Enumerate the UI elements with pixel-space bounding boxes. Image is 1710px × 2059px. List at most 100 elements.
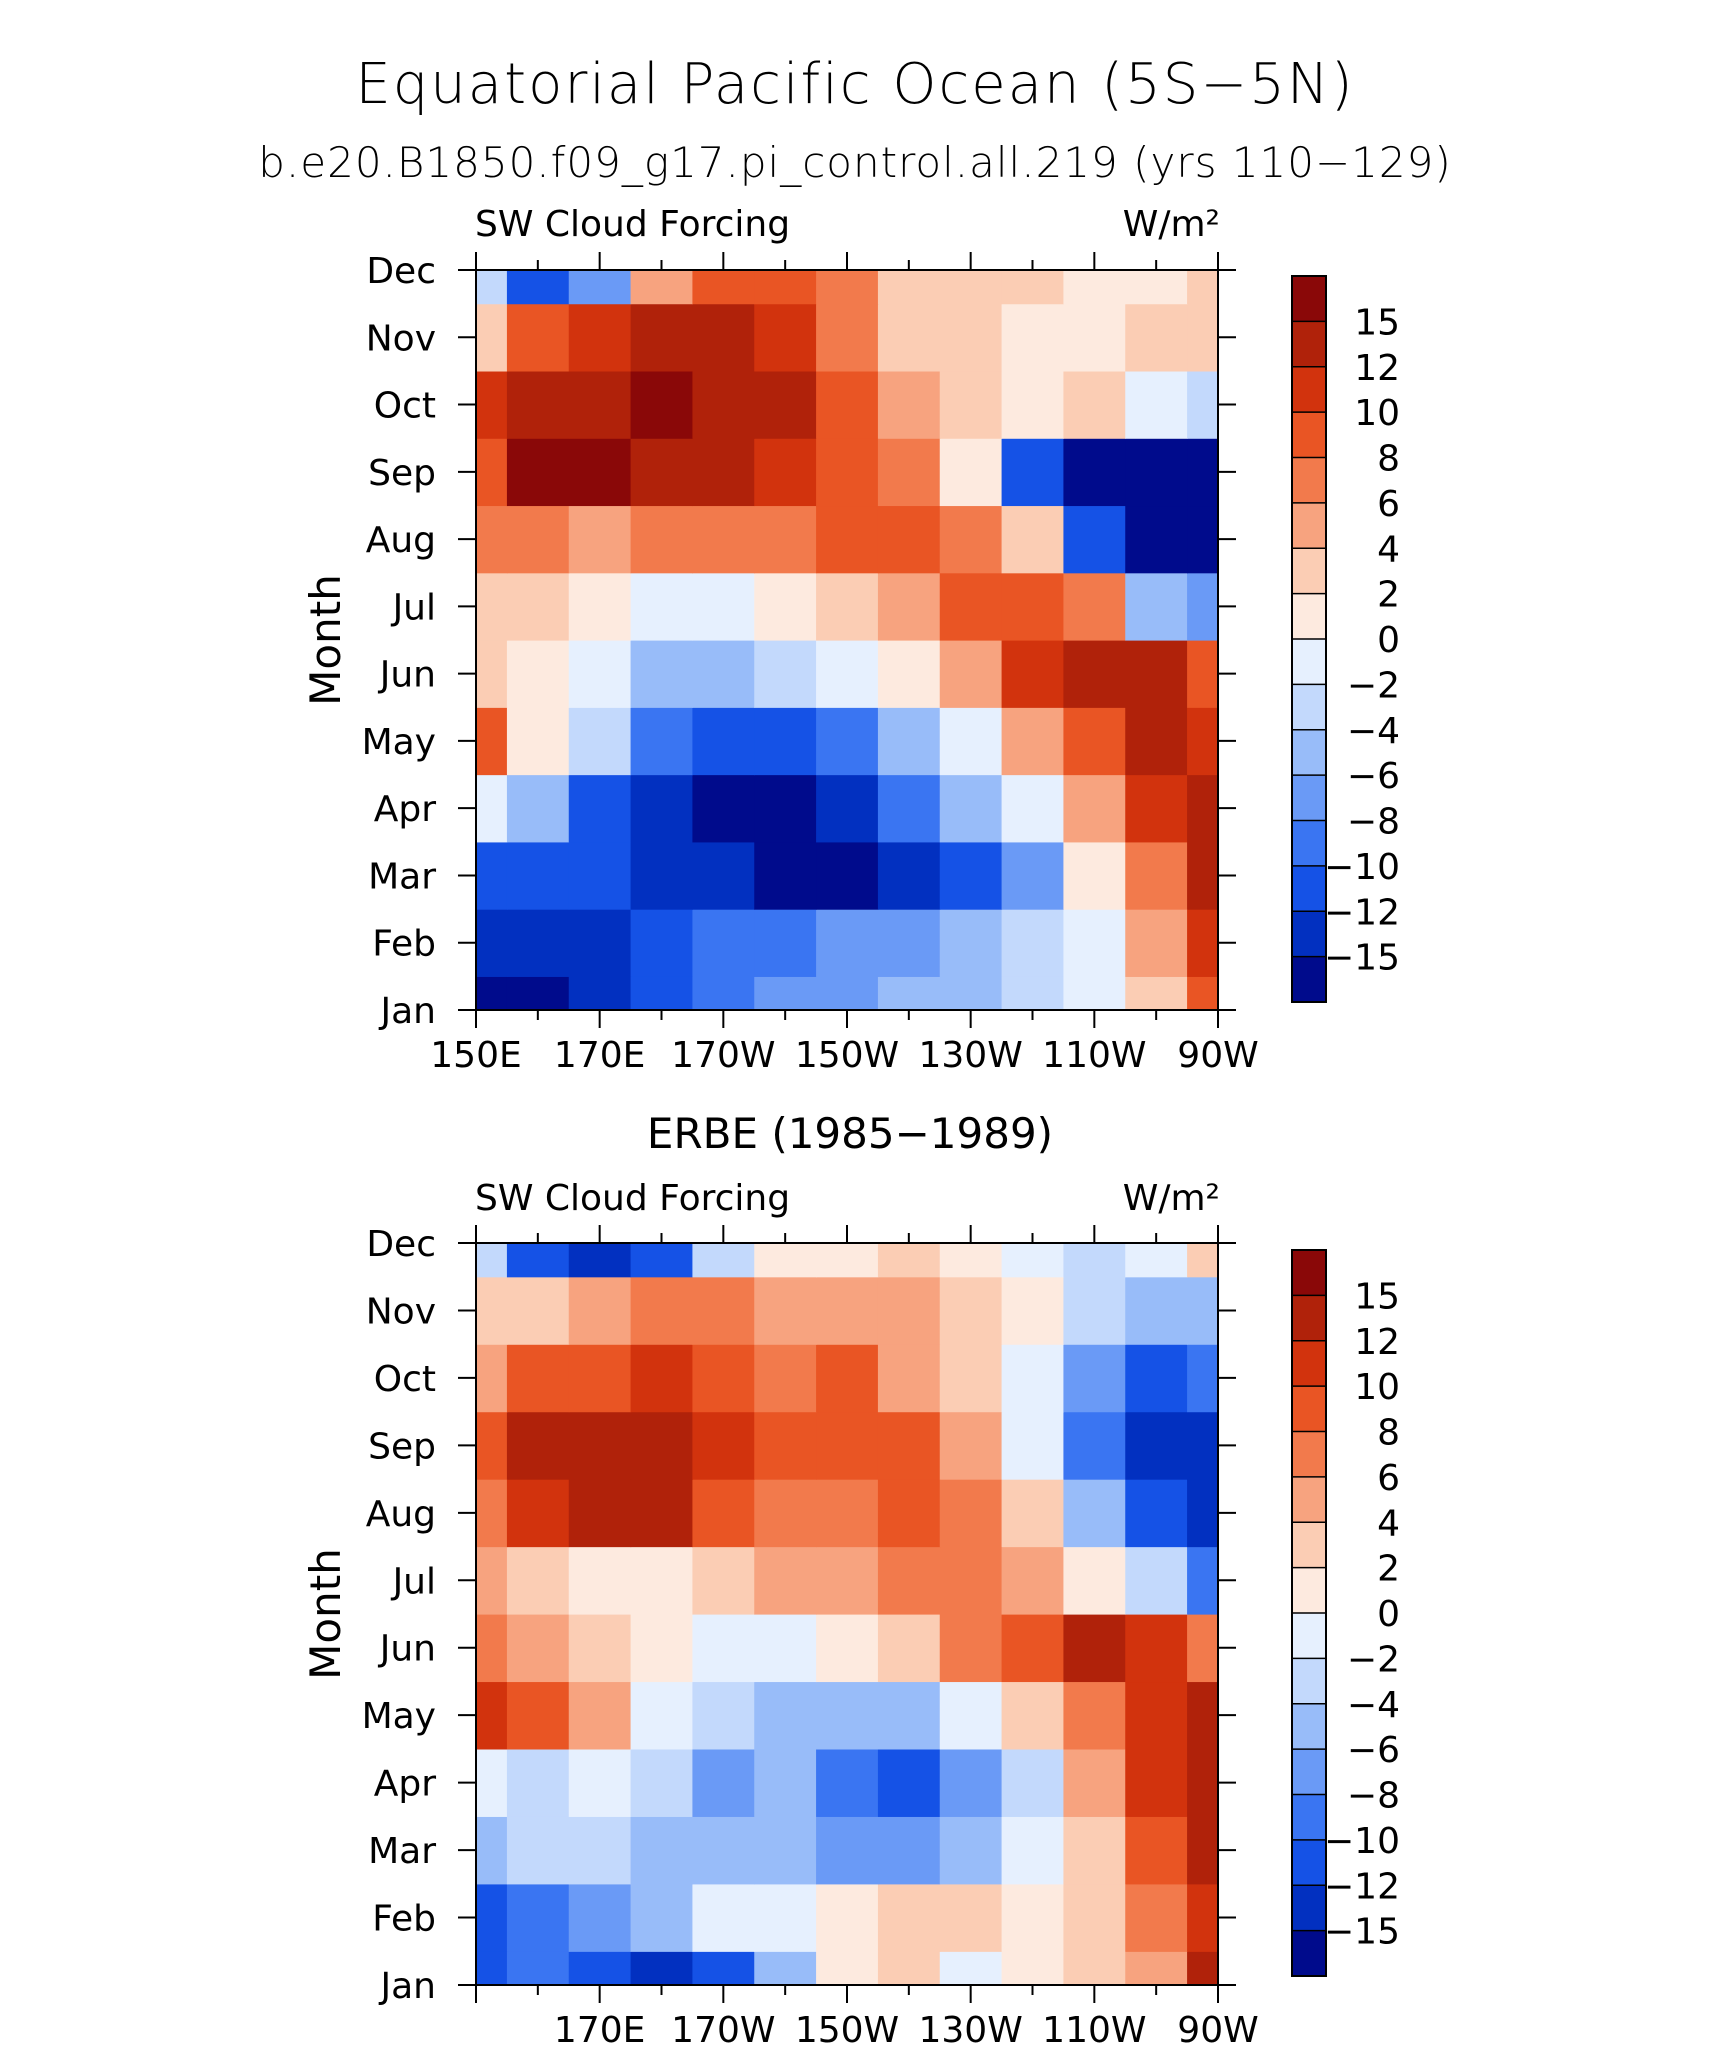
cell-Jul-150W: [816, 572, 879, 641]
y-tick-label: Dec: [366, 1224, 436, 1265]
cell-Aug-150E: [476, 1479, 508, 1548]
colorbar-swatch: [1292, 1658, 1326, 1705]
cell-Sep-100W: [1125, 438, 1188, 507]
cell-Jun-130W: [939, 640, 1003, 708]
cell-Mar-170E: [568, 1816, 632, 1885]
cell-Apr-90W: [1187, 1748, 1218, 1817]
cell-Feb-150E: [476, 1883, 508, 1952]
cell-Jul-140W: [877, 572, 941, 641]
cell-Dec-90W: [1187, 1243, 1218, 1278]
cell-Apr-180: [630, 1748, 694, 1817]
cell-Jul-180: [630, 572, 694, 641]
x-tick-label: 170W: [671, 2010, 775, 2051]
cell-Jul-160W: [754, 572, 817, 641]
cell-Oct-120W: [1001, 1344, 1065, 1413]
cell-Aug-140W: [877, 505, 941, 574]
cell-Sep-180: [630, 1411, 694, 1480]
cell-Nov-90W: [1187, 1276, 1218, 1345]
cell-Sep-90W: [1187, 438, 1218, 507]
cell-Dec-150W: [816, 270, 879, 305]
cell-Apr-160E: [506, 1748, 570, 1817]
cell-Sep-160W: [754, 1411, 817, 1480]
colorbar-swatch: [1292, 911, 1326, 958]
cell-Aug-130W: [939, 505, 1003, 574]
cell-Oct-160E: [506, 370, 570, 439]
cell-May-110W: [1063, 707, 1126, 776]
cell-Dec-120W: [1001, 1243, 1065, 1278]
cell-Jul-130W: [939, 1546, 1003, 1615]
cell-Dec-150E: [476, 270, 508, 305]
cell-Dec-160W: [754, 1243, 817, 1278]
cell-May-110W: [1063, 1681, 1126, 1750]
cell-Sep-110W: [1063, 1411, 1126, 1480]
cell-Mar-150E: [476, 1816, 508, 1885]
cell-Feb-180: [630, 909, 694, 977]
y-tick-label: Jan: [379, 1966, 437, 2007]
cell-Sep-150E: [476, 1411, 508, 1480]
colorbar-swatch: [1292, 865, 1326, 912]
cell-Jan-120W: [1001, 1951, 1065, 1985]
cell-Dec-140W: [877, 1243, 941, 1278]
y-tick-label: Apr: [374, 1764, 436, 1805]
cell-Apr-110W: [1063, 1748, 1126, 1817]
colorbar-label: −8: [1347, 802, 1400, 843]
cell-Oct-160W: [754, 370, 817, 439]
cell-Dec-170W: [692, 1243, 755, 1278]
cell-Jul-160E: [506, 572, 570, 641]
cell-Dec-170E: [568, 270, 632, 305]
cell-Nov-100W: [1125, 303, 1188, 372]
cell-Jun-90W: [1187, 1614, 1218, 1683]
cell-Nov-120W: [1001, 303, 1065, 372]
cell-Oct-170E: [568, 370, 632, 439]
cell-Sep-170W: [692, 1411, 755, 1480]
cell-Feb-150W: [816, 1883, 879, 1952]
x-tick-label: 150E: [430, 1035, 521, 1076]
cell-Feb-170W: [692, 1883, 755, 1952]
x-tick-label: 130W: [919, 1035, 1023, 1076]
cell-Oct-150E: [476, 1344, 508, 1413]
cell-May-160W: [754, 707, 817, 776]
cell-Jun-150E: [476, 640, 508, 708]
cell-Jan-160E: [506, 1951, 570, 1985]
cell-Dec-170E: [568, 1243, 632, 1278]
cell-Nov-160W: [754, 1276, 817, 1345]
cell-Mar-130W: [939, 1816, 1003, 1885]
cell-Jul-160W: [754, 1546, 817, 1615]
cell-Jun-160E: [506, 1614, 570, 1683]
colorbar-swatch: [1292, 1295, 1326, 1342]
panel1-units-label: W/m²: [1123, 204, 1220, 245]
cell-Dec-180: [630, 270, 694, 305]
y-tick-label: Jan: [379, 991, 437, 1032]
colorbar-swatch: [1292, 276, 1326, 322]
cell-Dec-130W: [939, 270, 1003, 305]
cell-Dec-180: [630, 1243, 694, 1278]
cell-Feb-160W: [754, 909, 817, 977]
panel2-units-label: W/m²: [1123, 1178, 1220, 1219]
cell-Jun-140W: [877, 640, 941, 708]
cell-Jun-170E: [568, 640, 632, 708]
cell-Jan-170W: [692, 1951, 755, 1985]
cell-Jun-130W: [939, 1614, 1003, 1683]
colorbar-label: 4: [1377, 529, 1400, 570]
cell-Sep-160W: [754, 438, 817, 507]
y-tick-label: Mar: [368, 856, 436, 897]
cell-Mar-150W: [816, 1816, 879, 1885]
cell-Dec-160W: [754, 270, 817, 305]
cell-Jul-140W: [877, 1546, 941, 1615]
cell-Jul-110W: [1063, 572, 1126, 641]
cell-Jun-120W: [1001, 1614, 1065, 1683]
cell-Mar-100W: [1125, 1816, 1188, 1885]
cell-Mar-140W: [877, 841, 941, 910]
cell-Jun-120W: [1001, 640, 1065, 708]
panel1-field: [476, 270, 1218, 1010]
cell-Oct-130W: [939, 370, 1003, 439]
cell-Dec-100W: [1125, 1243, 1188, 1278]
cell-Aug-100W: [1125, 1479, 1188, 1548]
colorbar-swatch: [1292, 1885, 1326, 1932]
y-tick-label: May: [362, 722, 436, 763]
panel2-left-label: SW Cloud Forcing: [475, 1178, 790, 1219]
cell-May-160E: [506, 707, 570, 776]
cell-Aug-160E: [506, 505, 570, 574]
colorbar-swatch: [1292, 366, 1326, 413]
cell-Jun-160E: [506, 640, 570, 708]
